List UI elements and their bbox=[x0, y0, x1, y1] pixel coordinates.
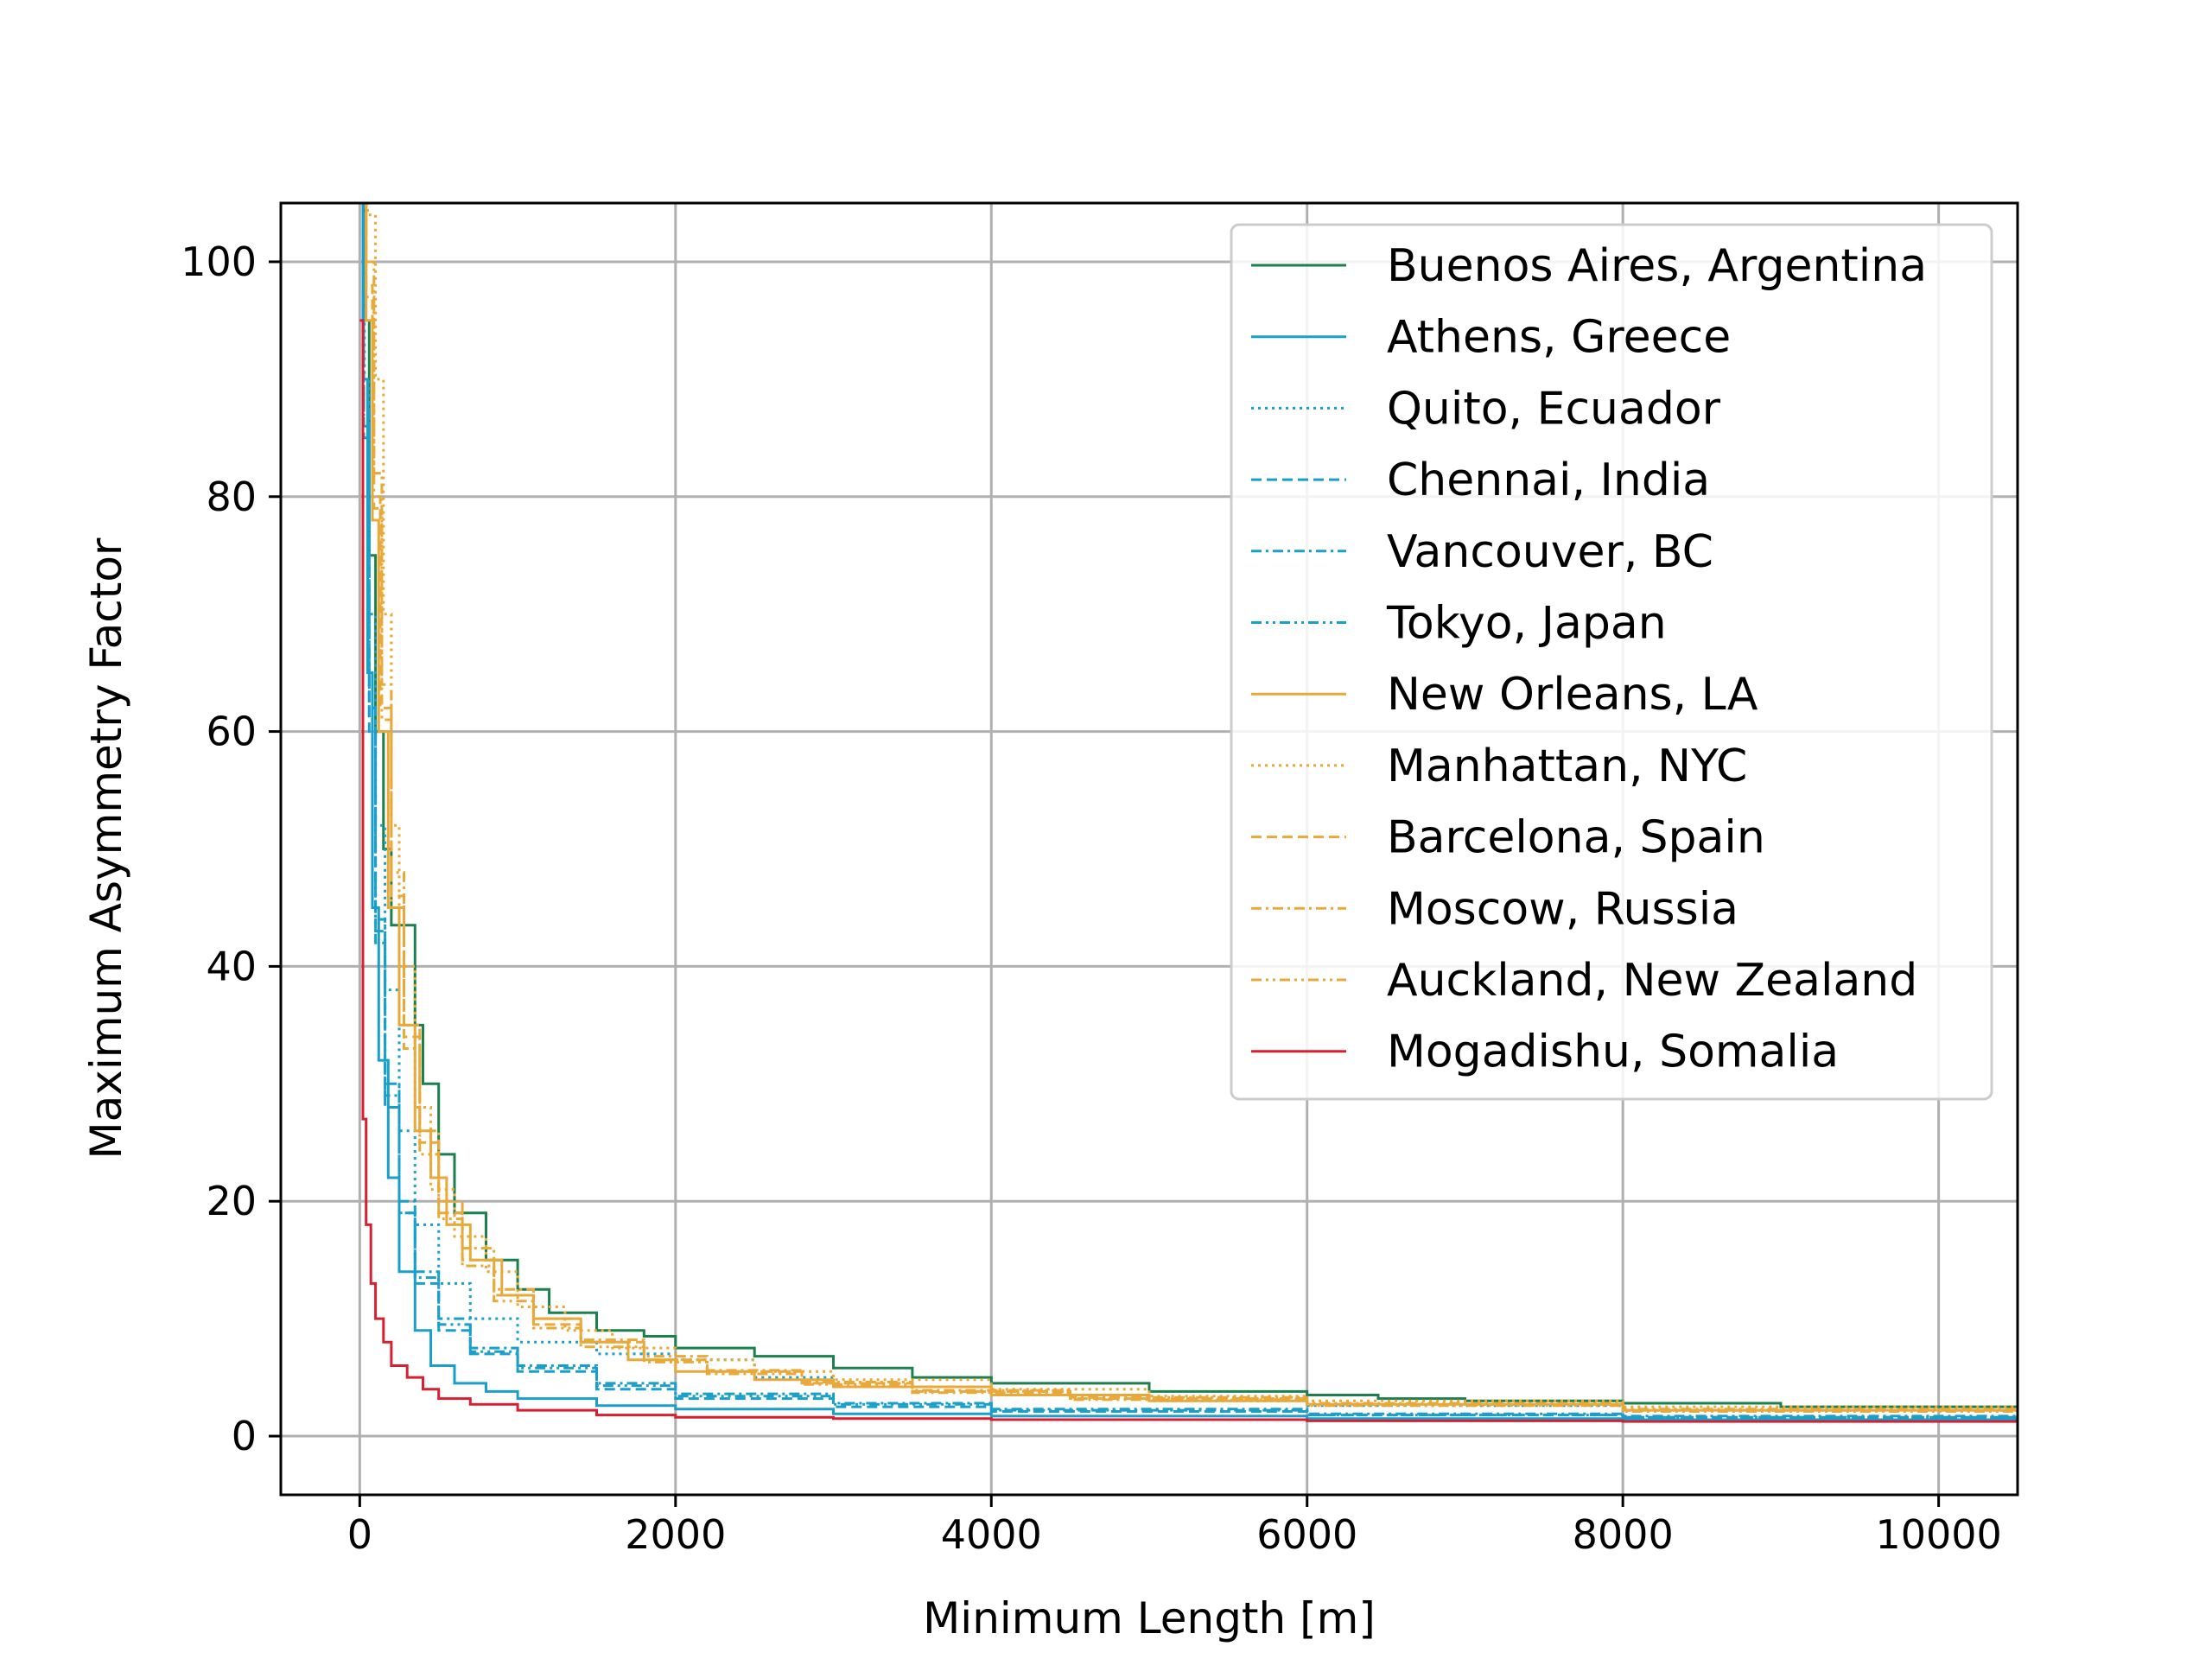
x-tick-label: 0 bbox=[347, 1511, 372, 1558]
series-line-6 bbox=[359, 203, 2018, 1420]
x-tick-label: 10000 bbox=[1875, 1511, 2001, 1558]
legend-label: New Orleans, LA bbox=[1387, 669, 1758, 721]
legend-label: Auckland, New Zealand bbox=[1387, 955, 1917, 1007]
y-axis-label: Maximum Asymmetry Factor bbox=[81, 537, 131, 1159]
plot-frame bbox=[279, 201, 2019, 1497]
legend-label: Quito, Ecuador bbox=[1387, 383, 1721, 435]
legend-label: Vancouver, BC bbox=[1387, 526, 1713, 578]
legend-label: Barcelona, Spain bbox=[1387, 812, 1765, 864]
x-axis-label: Minimum Length [m] bbox=[923, 1593, 1376, 1643]
y-tick-label: 60 bbox=[206, 709, 257, 755]
x-tick-label: 6000 bbox=[1256, 1511, 1357, 1558]
legend-label: Manhattan, NYC bbox=[1387, 741, 1747, 792]
series-line-2 bbox=[359, 203, 2018, 1421]
y-tick-label: 80 bbox=[206, 474, 257, 520]
legend-box bbox=[1230, 223, 1993, 1101]
legend-label: Mogadishu, Somalia bbox=[1387, 1027, 1839, 1078]
x-tick-label: 2000 bbox=[625, 1511, 726, 1558]
legend-label: Moscow, Russia bbox=[1387, 883, 1738, 935]
y-tick-label: 40 bbox=[206, 943, 257, 989]
series-line-12 bbox=[359, 319, 2018, 1423]
legend-label: Athens, Greece bbox=[1387, 312, 1731, 364]
y-tick-label: 0 bbox=[232, 1413, 257, 1459]
x-tick-label: 8000 bbox=[1573, 1511, 1674, 1558]
series-line-11 bbox=[359, 203, 2018, 1416]
axis-ticks: 0 2000 4000 6000 8000 10000 0 20 40 60 80 100 bbox=[181, 238, 2002, 1558]
legend-label: Chennai, India bbox=[1387, 454, 1710, 506]
series-line-8 bbox=[359, 203, 2018, 1413]
series-lines bbox=[359, 203, 2018, 1423]
legend: Buenos Aires, Argentina Athens, Greece Qui… bbox=[1230, 223, 1993, 1101]
y-tick-label: 20 bbox=[206, 1178, 257, 1224]
y-tick-label: 100 bbox=[181, 238, 257, 285]
series-line-10 bbox=[359, 203, 2018, 1414]
legend-label: Buenos Aires, Argentina bbox=[1387, 240, 1927, 292]
x-tick-label: 4000 bbox=[941, 1511, 1042, 1558]
legend-label: Tokyo, Japan bbox=[1386, 598, 1667, 650]
